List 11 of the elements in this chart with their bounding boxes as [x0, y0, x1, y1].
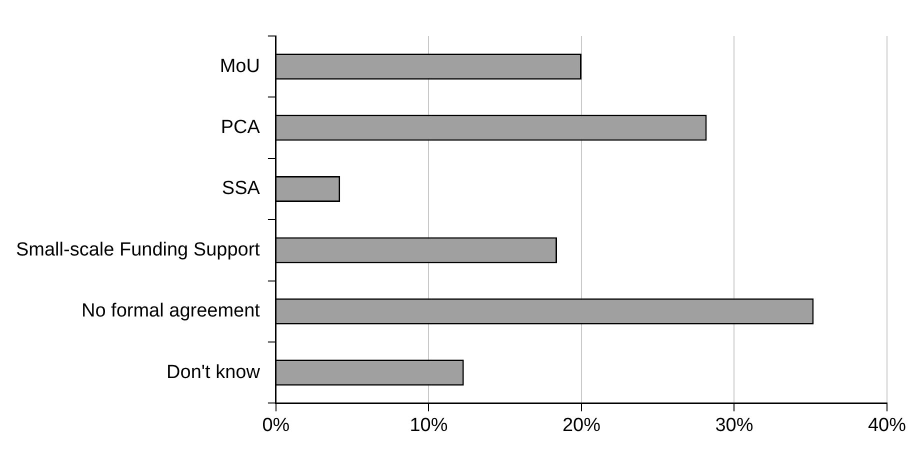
y-tick-label: No formal agreement [81, 300, 261, 322]
x-tick-label: 40% [868, 414, 906, 436]
y-tick-label: Don't know [166, 362, 260, 383]
x-tick-label: 10% [410, 414, 448, 436]
x-tick-label: 20% [562, 414, 601, 436]
x-tick-label: 30% [715, 414, 754, 436]
y-tick-label: SSA [222, 178, 260, 200]
y-tick-label: Small-scale Funding Support [16, 239, 261, 260]
y-tick-label: PCA [220, 117, 260, 138]
y-tick-label: MoU [220, 56, 260, 77]
x-tick-label: 0% [262, 414, 290, 436]
